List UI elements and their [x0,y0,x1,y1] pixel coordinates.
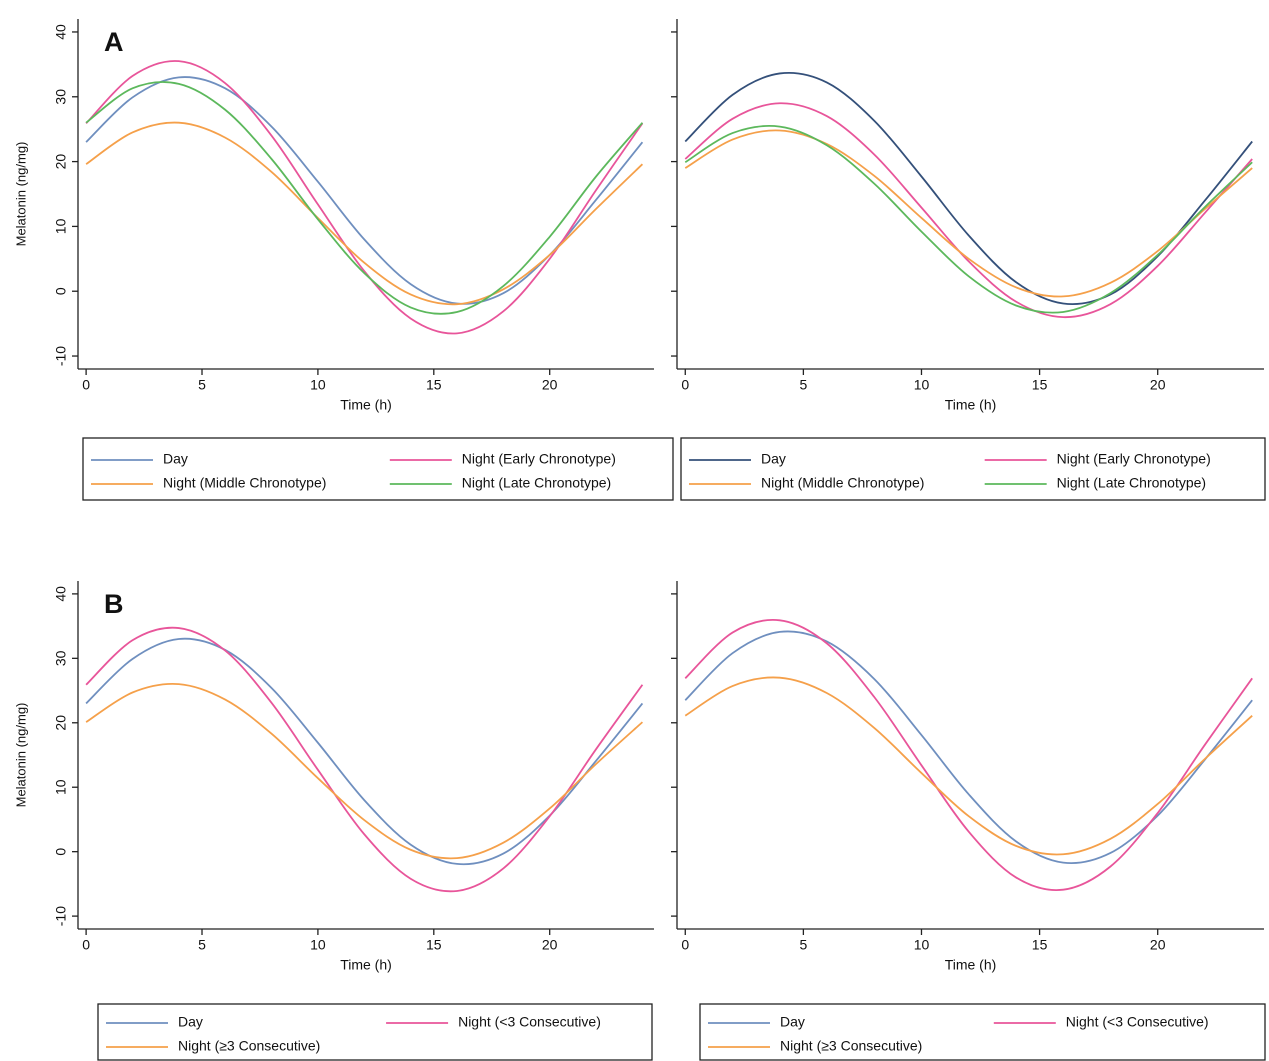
x-tick-label: 10 [914,937,930,953]
series-line [684,102,1253,319]
x-tick-label: 15 [426,377,442,393]
series-line [684,125,1253,314]
legend-box [699,1003,1266,1061]
legend-label: Night (Early Chronotype) [462,451,616,467]
x-axis-title: Time (h) [945,397,997,413]
series-line [684,129,1253,298]
series-line [684,619,1253,891]
x-axis-title: Time (h) [340,957,392,973]
y-tick-label: 20 [53,715,69,731]
x-tick-label: 0 [82,377,90,393]
y-tick-label: 10 [53,779,69,795]
legend-label: Night (Middle Chronotype) [761,475,924,491]
legend-label: Day [761,451,786,467]
legend-box [680,437,1266,501]
y-tick-label: -10 [53,346,69,366]
series-line [85,682,644,860]
series-line [684,71,1253,305]
legend-label: Night (Late Chronotype) [1057,475,1206,491]
x-tick-label: 0 [681,937,689,953]
x-tick-label: 5 [799,937,807,953]
y-tick-label: 20 [53,154,69,170]
legend-label: Night (≥3 Consecutive) [780,1038,922,1054]
legend-label: Night (<3 Consecutive) [458,1014,601,1030]
x-tick-label: 15 [1032,377,1048,393]
y-axis-title: Melatonin (ng/mg) [13,703,28,808]
series-line [684,630,1253,864]
y-tick-label: 40 [53,24,69,40]
x-tick-label: 20 [542,377,558,393]
y-axis-title: Melatonin (ng/mg) [13,142,28,247]
x-tick-label: 5 [198,937,206,953]
x-tick-label: 0 [681,377,689,393]
x-tick-label: 15 [1032,937,1048,953]
x-axis-title: Time (h) [945,957,997,973]
series-line [85,60,644,335]
y-tick-label: 30 [53,650,69,666]
x-tick-label: 5 [799,377,807,393]
legend-label: Night (<3 Consecutive) [1066,1014,1209,1030]
legend-box [97,1003,653,1061]
x-tick-label: 20 [1150,377,1166,393]
x-tick-label: 15 [426,937,442,953]
panel-label: B [104,589,124,619]
y-tick-label: 30 [53,89,69,105]
legend-label: Day [178,1014,203,1030]
legend-label: Night (≥3 Consecutive) [178,1038,320,1054]
y-tick-label: 0 [53,848,69,856]
panel-label: A [104,27,124,57]
x-axis-title: Time (h) [340,397,392,413]
x-tick-label: 0 [82,937,90,953]
series-line [684,676,1253,856]
series-line [85,637,644,866]
x-tick-label: 20 [542,937,558,953]
y-tick-label: 40 [53,586,69,602]
x-tick-label: 10 [310,377,326,393]
legend-label: Night (Late Chronotype) [462,475,611,491]
x-tick-label: 20 [1150,937,1166,953]
series-line [85,121,644,306]
y-tick-label: 0 [53,287,69,295]
series-line [85,81,644,315]
legend-label: Day [163,451,188,467]
y-tick-label: 10 [53,218,69,234]
series-line [85,626,644,893]
x-tick-label: 5 [198,377,206,393]
y-tick-label: -10 [53,906,69,926]
x-tick-label: 10 [310,937,326,953]
x-tick-label: 10 [914,377,930,393]
legend-box [82,437,674,501]
legend-label: Night (Early Chronotype) [1057,451,1211,467]
legend-label: Night (Middle Chronotype) [163,475,326,491]
legend-label: Day [780,1014,805,1030]
